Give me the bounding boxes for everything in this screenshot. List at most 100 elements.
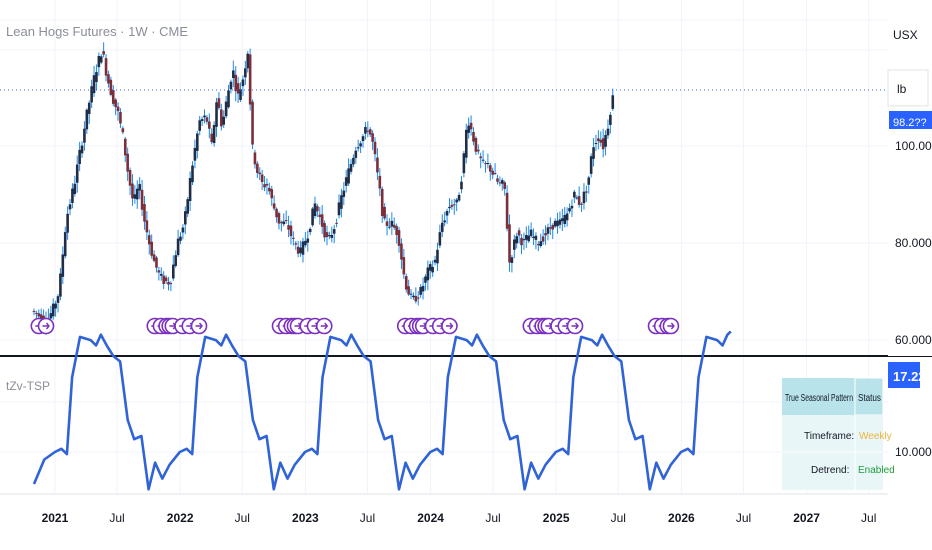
table-row-timeframe-label: Timeframe: <box>804 431 854 442</box>
candle <box>361 134 365 148</box>
candle <box>443 211 446 227</box>
candle <box>61 246 65 284</box>
time-label-year: 2023 <box>292 511 319 525</box>
candle <box>32 308 36 316</box>
time-label-month: Jul <box>861 511 876 525</box>
candle <box>292 231 295 246</box>
circled-arrow-icon[interactable] <box>662 317 680 335</box>
candle <box>412 292 415 300</box>
candle <box>359 141 362 154</box>
candle <box>340 188 343 218</box>
last-price-badge: 98.2?? <box>893 117 927 129</box>
indicator-value-badge: 17.226 <box>893 369 932 384</box>
candle <box>128 167 132 195</box>
candle <box>97 52 101 76</box>
candle <box>227 84 230 109</box>
candle <box>80 141 84 158</box>
candle <box>464 123 468 164</box>
candle <box>472 127 475 146</box>
candle <box>116 102 120 121</box>
indicator-axis[interactable]: 17.226 10.000 <box>888 362 932 459</box>
candle <box>263 175 266 192</box>
circled-arrow-icon[interactable] <box>566 317 584 335</box>
circled-arrow-icon[interactable] <box>441 317 458 335</box>
candle <box>229 79 233 94</box>
candle <box>448 198 451 214</box>
candle <box>529 222 533 239</box>
indicator-series-path[interactable] <box>32 330 732 491</box>
candle <box>575 195 579 200</box>
candle <box>568 203 571 214</box>
candle <box>54 300 57 317</box>
candle <box>56 294 60 313</box>
candle <box>284 210 288 224</box>
candle <box>546 223 550 241</box>
candle <box>258 167 262 181</box>
candle <box>325 225 329 246</box>
candle <box>203 109 206 124</box>
candle <box>407 279 410 296</box>
candle <box>119 108 122 129</box>
candle <box>164 275 168 284</box>
candle <box>328 231 331 240</box>
candle <box>222 110 226 129</box>
candle <box>181 224 185 240</box>
candle <box>385 214 389 236</box>
candle <box>162 271 165 290</box>
candle <box>277 211 281 230</box>
candle <box>270 185 274 207</box>
candle <box>402 249 406 279</box>
candle <box>501 177 504 191</box>
candle <box>171 255 175 281</box>
candle <box>549 217 552 236</box>
price-tick-60: 60.000 <box>895 333 932 347</box>
candle <box>376 148 379 181</box>
candle <box>522 232 526 250</box>
candle <box>433 255 437 266</box>
candle <box>561 208 564 232</box>
seasonal-table[interactable]: True Seasonal Pattern Status Timeframe: … <box>782 377 895 490</box>
candle <box>138 177 141 200</box>
candle <box>75 155 79 193</box>
candle <box>234 66 238 102</box>
candle <box>323 220 326 242</box>
indicator-label[interactable]: tZv-TSP <box>6 379 50 393</box>
table-row-timeframe-value: Weekly <box>859 431 892 442</box>
candle <box>99 54 103 65</box>
candle <box>395 223 398 244</box>
candle <box>371 130 374 151</box>
candle <box>484 161 487 173</box>
currency-label[interactable]: USX <box>893 28 918 42</box>
candle <box>131 174 134 206</box>
candle <box>409 289 413 300</box>
candle <box>275 207 278 223</box>
circled-arrow-icon[interactable] <box>190 317 208 335</box>
candle <box>589 153 593 178</box>
candle <box>601 128 605 158</box>
candle <box>460 176 463 194</box>
table-row-detrend-label: Detrend: <box>811 465 849 476</box>
candle <box>304 232 307 248</box>
candle <box>330 226 334 243</box>
circled-arrow-icon[interactable] <box>37 317 55 335</box>
indicator-line[interactable] <box>32 330 732 491</box>
candle <box>294 240 298 250</box>
candle <box>344 169 348 193</box>
candle <box>426 260 430 291</box>
candle <box>592 138 595 167</box>
seasonal-markers[interactable] <box>30 317 680 335</box>
price-axis[interactable]: USX lb 98.2?? 100.000 80.000 60.000 <box>887 0 932 356</box>
candle <box>104 54 108 82</box>
candle <box>532 228 535 246</box>
candle <box>467 117 470 139</box>
price-candles[interactable] <box>32 42 615 335</box>
circled-arrow-icon[interactable] <box>315 317 333 335</box>
candle <box>390 212 394 236</box>
candle <box>248 48 252 111</box>
candle <box>251 99 254 150</box>
unit-label[interactable]: lb <box>897 82 907 96</box>
candle <box>525 226 528 248</box>
candle <box>95 64 98 90</box>
candle <box>217 92 221 110</box>
